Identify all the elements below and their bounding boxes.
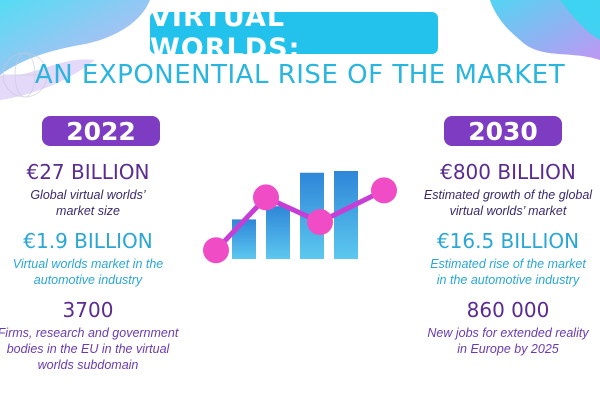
stat-description-line: Estimated growth of the global [423, 188, 593, 202]
stat-description-line: New jobs for extended reality [427, 326, 589, 340]
illustration-bars [232, 171, 358, 259]
stat-description-line: bodies in the EU in the virtual [6, 342, 170, 356]
stat-description-line: automotive industry [33, 273, 143, 287]
illustration-dot [253, 184, 279, 211]
stat-description: New jobs for extended reality in Europe … [408, 325, 600, 357]
year-badge-2030: 2030 [444, 116, 562, 146]
stat-description-line: worlds subdomain [37, 358, 139, 372]
wireframe-sphere [2, 52, 48, 98]
stat-description: Global virtual worlds’ market size [0, 187, 188, 219]
stat-value: €800 BILLION [440, 160, 576, 184]
stat-item: €16.5 BILLION Estimated rise of the mark… [408, 229, 600, 288]
page-title: VIRTUAL WORLDS: [150, 2, 438, 64]
stat-item: €800 BILLION Estimated growth of the glo… [408, 160, 600, 219]
stat-description-line: Estimated rise of the market [430, 257, 586, 271]
left-stats-column: €27 BILLION Global virtual worlds’ marke… [0, 160, 188, 383]
stat-description-line: in the automotive industry [436, 273, 580, 287]
stat-description-line: market size [56, 204, 120, 218]
stat-item: 3700 Firms, research and government bodi… [0, 298, 188, 373]
illustration-trend-line [214, 188, 386, 252]
stat-description-line: Virtual worlds market in the [12, 257, 164, 271]
stat-item: 860 000 New jobs for extended reality in… [408, 298, 600, 357]
stat-value: €16.5 BILLION [436, 229, 580, 253]
stat-description-line: virtual worlds’ market [449, 204, 567, 218]
right-stats-column: €800 BILLION Estimated growth of the glo… [408, 160, 600, 367]
illustration-bar [266, 206, 290, 259]
stat-value: 3700 [62, 298, 114, 322]
stat-value: 860 000 [466, 298, 550, 322]
stat-description: Estimated rise of the market in the auto… [408, 256, 600, 288]
illustration-dot [371, 177, 397, 204]
stat-value: €1.9 BILLION [23, 229, 153, 253]
stat-description-line: in Europe by 2025 [457, 342, 559, 356]
stat-value: €27 BILLION [26, 160, 150, 184]
stat-item: €27 BILLION Global virtual worlds’ marke… [0, 160, 188, 219]
growth-chart-illustration [203, 171, 397, 264]
stat-description: Virtual worlds market in the automotive … [0, 256, 188, 288]
top-left-wave [0, 59, 95, 100]
top-right-wave [560, 0, 600, 40]
stat-item: €1.9 BILLION Virtual worlds market in th… [0, 229, 188, 288]
illustration-line [203, 177, 397, 264]
page-subtitle: AN EXPONENTIAL RISE OF THE MARKET [34, 60, 566, 90]
illustration-bar [232, 219, 256, 259]
illustration-dot [307, 209, 333, 236]
illustration-dot [203, 237, 229, 264]
stat-description-line: Global virtual worlds’ [30, 188, 146, 202]
stat-description: Estimated growth of the global virtual w… [408, 187, 600, 219]
stat-description-line: Firms, research and government [0, 326, 179, 340]
year-badge-2022: 2022 [42, 116, 160, 146]
stat-description: Firms, research and government bodies in… [0, 325, 188, 373]
top-left-blob [0, 0, 150, 75]
